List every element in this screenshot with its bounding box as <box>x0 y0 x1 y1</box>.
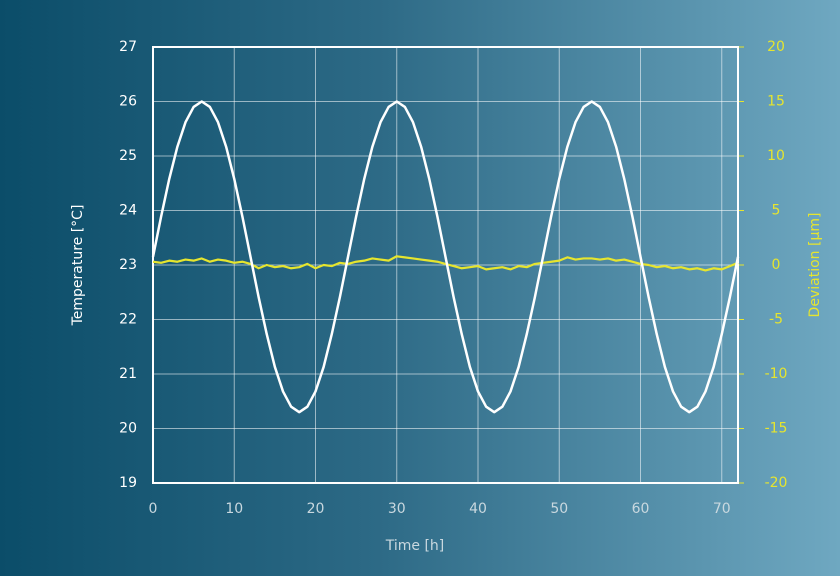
y-tick-label: 23 <box>119 257 137 273</box>
y2-tick-label: 20 <box>767 39 785 55</box>
y2-tick-label: -15 <box>765 421 788 437</box>
series-line <box>152 255 739 272</box>
y-axis-label: Temperature [°C] <box>70 205 86 327</box>
x-tick-label: 60 <box>632 501 650 517</box>
x-axis-label: Time [h] <box>385 538 445 554</box>
x-tick-label: 70 <box>713 501 731 517</box>
y2-axis-label: Deviation [µm] <box>807 213 823 318</box>
y-tick-label: 19 <box>119 475 137 491</box>
y2-tick-label: 10 <box>767 148 785 164</box>
x-tick-label: 10 <box>225 501 243 517</box>
y2-tick-label: 5 <box>772 203 781 219</box>
y2-tick-label: -5 <box>769 312 783 328</box>
y2-tick-label: 0 <box>772 257 781 273</box>
y-tick-label: 26 <box>119 94 137 110</box>
plot-frame <box>152 46 739 484</box>
y-tick-label: 22 <box>119 312 137 328</box>
series-line <box>151 100 740 414</box>
x-tick-label: 30 <box>388 501 406 517</box>
x-tick-label: 50 <box>550 501 568 517</box>
x-tick-label: 20 <box>307 501 325 517</box>
y-tick-label: 20 <box>119 421 137 437</box>
y-tick-label: 27 <box>119 39 137 55</box>
y2-tick-label: -10 <box>765 366 788 382</box>
y2-tick-label: 15 <box>767 94 785 110</box>
y2-tick-label: -20 <box>765 475 788 491</box>
x-tick-label: 0 <box>149 501 158 517</box>
x-tick-label: 40 <box>469 501 487 517</box>
y-tick-label: 21 <box>119 366 137 382</box>
y-tick-label: 25 <box>119 148 137 164</box>
y-tick-label: 24 <box>119 203 137 219</box>
